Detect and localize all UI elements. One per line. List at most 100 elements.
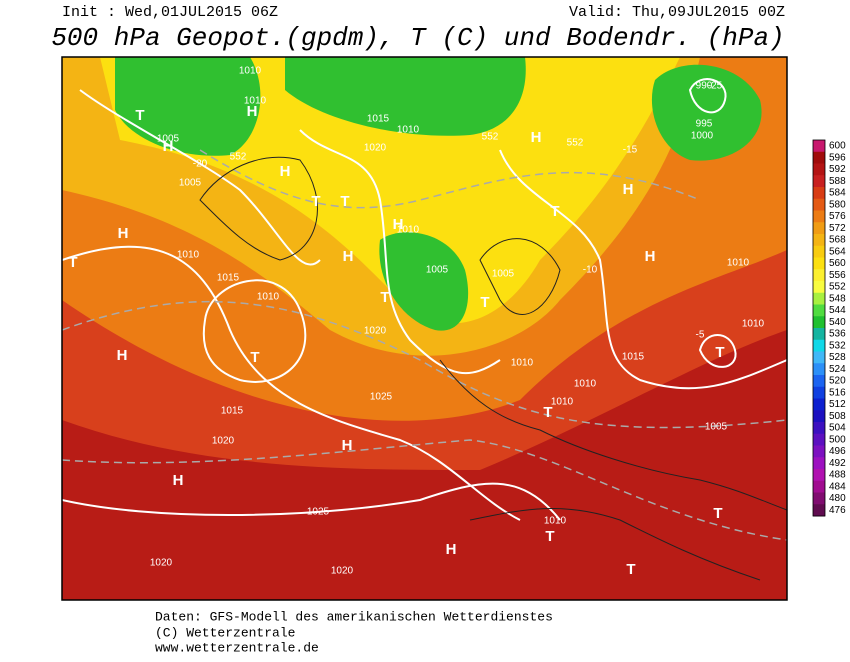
pressure-center: T [380,289,389,306]
colorbar-swatch [813,422,825,435]
title: 500 hPa Geopot.(gpdm), T (C) und Bodendr… [51,23,784,53]
colorbar-label: 524 [829,364,846,375]
colorbar-swatch [813,375,825,388]
colorbar-label: 592 [829,164,846,175]
colorbar-swatch [813,175,825,188]
colorbar-swatch [813,363,825,376]
colorbar-label: 544 [829,305,846,316]
colorbar-swatch [813,504,825,517]
colorbar-swatch [813,445,825,458]
colorbar-label: 556 [829,270,846,281]
colorbar-label: 476 [829,505,846,516]
colorbar-label: 492 [829,458,846,469]
colorbar-swatch [813,222,825,235]
colorbar-label: 580 [829,199,846,210]
colorbar-label: 588 [829,176,846,187]
valid-text: Valid: Thu,09JUL2015 00Z [569,4,785,21]
colorbar-label: 536 [829,329,846,340]
colorbar-swatch [813,398,825,411]
contour-label: 1015 [622,352,645,363]
colorbar-swatch [813,339,825,352]
contour-label: 1010 [177,250,200,261]
colorbar-label: 488 [829,470,846,481]
colorbar-swatch [813,245,825,258]
pressure-center: H [623,181,634,198]
colorbar-label: 596 [829,152,846,163]
footer-line: (C) Wetterzentrale [155,625,295,640]
pressure-center: H [117,347,128,364]
colorbar-swatch [813,410,825,423]
colorbar-label: 600 [829,141,846,152]
pressure-center: T [550,203,559,220]
contour-label: -5 [696,330,705,341]
pressure-center: H [446,541,457,558]
colorbar-swatch [813,257,825,270]
contour-label: 1020 [364,326,387,337]
footer-line: Daten: GFS-Modell des amerikanischen Wet… [155,609,553,624]
pressure-center: H [342,437,353,454]
contour-label: 1010 [511,358,534,369]
colorbar-swatch [813,163,825,176]
contour-label: 1000 [691,131,714,142]
pressure-center: H [393,216,404,233]
contour-label: 1010 [257,292,280,303]
contour-label: 1025 [370,392,393,403]
contour-label: 1010 [574,379,597,390]
contour-label: 1010 [727,258,750,269]
contour-label: 1010 [397,225,420,236]
colorbar-swatch [813,234,825,247]
contour-label: 1010 [544,516,567,527]
contour-label: 1015 [367,114,390,125]
colorbar-swatch [813,269,825,282]
contour-label: 1010 [239,66,262,77]
colorbar-label: 576 [829,211,846,222]
contour-label: 1005 [157,134,180,145]
colorbar-swatch [813,292,825,305]
contour-label: -10 [583,265,598,276]
colorbar-swatch [813,386,825,399]
contour-label: 1020 [150,558,173,569]
colorbar-label: 532 [829,340,846,351]
pressure-center: H [280,163,291,180]
contour-label: 1005 [492,269,515,280]
colorbar-swatch [813,281,825,294]
pressure-center: T [311,193,320,210]
colorbar-label: 584 [829,188,846,199]
contour-label: 1010 [397,125,420,136]
colorbar-label: 484 [829,481,846,492]
colorbar-swatch [813,151,825,164]
colorbar-label: 504 [829,423,846,434]
colorbar-label: 500 [829,434,846,445]
contour-label: 1020 [212,436,235,447]
contour-label: -15 [623,145,638,156]
contour-label: 1005 [426,265,449,276]
contour-label: 1010 [551,397,574,408]
colorbar-label: 496 [829,446,846,457]
contour-label: 990 [696,81,713,92]
pressure-center: H [247,103,258,120]
colorbar-swatch [813,492,825,505]
colorbar-swatch [813,140,825,153]
colorbar-swatch [813,433,825,446]
colorbar-swatch [813,304,825,317]
pressure-center: T [250,349,259,366]
map-labels: 101010101005101510201010HHTHTHT100510101… [68,66,764,578]
footer-line: www.wetterzentrale.de [155,640,319,655]
colorbar-label: 560 [829,258,846,269]
colorbar-label: 516 [829,387,846,398]
pressure-center: T [713,505,722,522]
pressure-center: H [173,472,184,489]
colorbar-label: 512 [829,399,846,410]
colorbar-swatch [813,480,825,493]
colorbar-label: 568 [829,235,846,246]
colorbar-label: 508 [829,411,846,422]
contour-label: 1005 [705,422,728,433]
contour-label: 1025 [307,507,330,518]
contour-label: 552 [230,152,247,163]
pressure-center: T [68,254,77,271]
contour-label: 1020 [364,143,387,154]
colorbar-swatch [813,328,825,341]
colorbar-label: 548 [829,293,846,304]
contour-label: 552 [567,138,584,149]
contour-label: -25 [708,81,723,92]
